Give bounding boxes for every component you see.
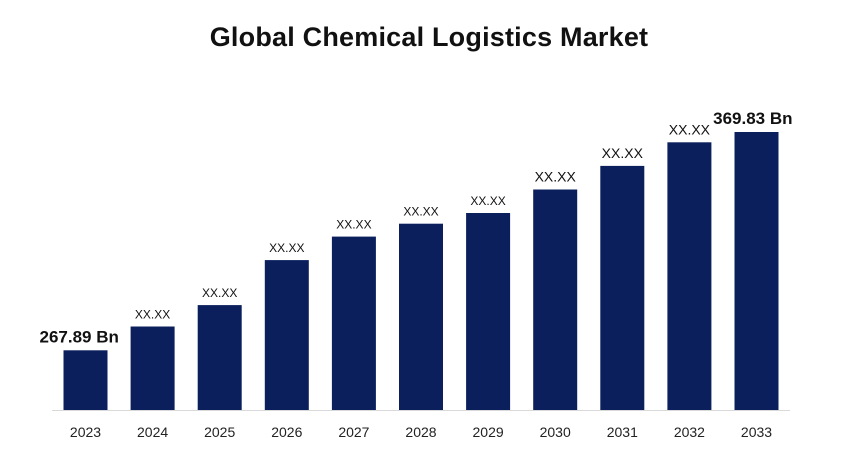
x-tick-label-2024: 2024 (137, 424, 168, 440)
bar-2023 (63, 350, 108, 410)
bar-2024 (130, 326, 175, 410)
x-tick-label-2030: 2030 (540, 424, 571, 440)
bar-2027 (331, 236, 376, 410)
bar-2030 (533, 189, 578, 410)
x-tick-label-2033: 2033 (741, 424, 772, 440)
x-tick-labels-group: 2023 2024 2025 2026 2027 2028 2029 2030 2031 2032… (70, 424, 772, 440)
data-label-2025: XX.XX (202, 286, 237, 300)
data-label-2027: XX.XX (336, 218, 371, 232)
data-labels-group: 267.89 Bn XX.XX XX.XX XX.XX XX.XX XX.XX XX.XX X… (40, 109, 793, 346)
x-tick-label-2029: 2029 (473, 424, 504, 440)
bar-2028 (399, 223, 443, 410)
bar-2029 (466, 213, 511, 410)
data-label-2024: XX.XX (135, 308, 170, 322)
data-label-2026: XX.XX (269, 241, 304, 255)
chart-title: Global Chemical Logistics Market (209, 22, 649, 52)
x-tick-label-2032: 2032 (674, 424, 705, 440)
bar-2032 (667, 142, 712, 411)
data-label-2028: XX.XX (403, 205, 438, 219)
bar-2033 (734, 132, 779, 410)
x-tick-label-2027: 2027 (338, 424, 369, 440)
x-tick-label-2028: 2028 (405, 424, 436, 440)
x-tick-label-2023: 2023 (70, 424, 101, 440)
bar-2025 (197, 305, 242, 410)
data-label-2031: XX.XX (602, 145, 644, 161)
x-tick-label-2026: 2026 (271, 424, 302, 440)
data-label-2033: 369.83 Bn (713, 109, 792, 128)
bar-2026 (264, 260, 309, 410)
x-tick-label-2031: 2031 (607, 424, 638, 440)
bars-group (63, 132, 779, 411)
x-tick-label-2025: 2025 (204, 424, 235, 440)
data-label-2029: XX.XX (470, 194, 505, 208)
data-label-2023: 267.89 Bn (40, 327, 119, 346)
data-label-2032: XX.XX (669, 121, 711, 137)
bar-2031 (600, 165, 645, 410)
data-label-2030: XX.XX (535, 169, 577, 185)
